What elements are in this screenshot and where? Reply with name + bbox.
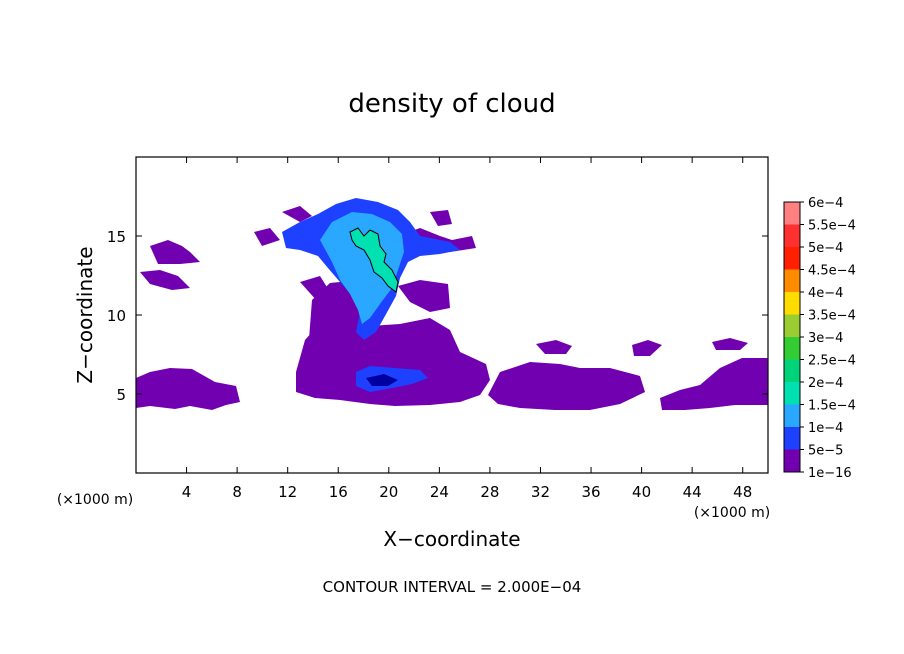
x-tick-label: 44	[683, 483, 702, 501]
x-tick-label: 12	[278, 483, 297, 501]
colorbar-label: 5.5e−4	[808, 219, 856, 234]
colorbar-label: 6e−4	[808, 196, 843, 211]
x-axis-label: X−coordinate	[383, 527, 520, 551]
x-tick-label: 28	[480, 483, 499, 501]
colorbar: 6e−4 5.5e−4 5e−4 4.5e−4 4e−4 3.5e−4 3e−4 2.5e−4…	[783, 196, 856, 481]
colorbar-swatch-base	[784, 449, 800, 472]
colorbar-label: 5e−4	[808, 241, 843, 256]
colorbar-label: 5e−5	[808, 444, 843, 459]
contour-2e-4	[349, 227, 399, 293]
colorbar-label: 3.5e−4	[808, 309, 856, 324]
colorbar-swatch	[784, 314, 800, 337]
x-axis-ticks: 4 8 12 16 20 24 28 32 36 40 44 48	[182, 157, 752, 501]
colorbar-label: 2.5e−4	[808, 354, 856, 369]
colorbar-swatch	[784, 224, 800, 247]
y-tick-label: 5	[116, 386, 126, 404]
colorbar-swatch	[784, 427, 800, 450]
x-tick-label: 48	[733, 483, 752, 501]
colorbar-label: 3e−4	[808, 331, 843, 346]
x-tick-label: 4	[182, 483, 192, 501]
plot-area	[136, 198, 768, 410]
colorbar-swatch	[784, 202, 800, 225]
colorbar-swatch	[784, 404, 800, 427]
z-unit-label: (×1000 m)	[57, 492, 133, 508]
x-tick-label: 16	[329, 483, 348, 501]
colorbar-swatch	[784, 269, 800, 292]
colorbar-swatch	[784, 292, 800, 315]
colorbar-swatch	[784, 359, 800, 382]
y-axis-ticks: 5 10 15	[107, 228, 768, 404]
colorbar-swatch	[784, 337, 800, 360]
contour-interval-note: CONTOUR INTERVAL = 2.000E−04	[323, 578, 582, 596]
y-tick-label: 15	[107, 228, 126, 246]
colorbar-label: 1e−4	[808, 421, 843, 436]
x-tick-label: 8	[232, 483, 242, 501]
x-unit-label: (×1000 m)	[694, 505, 770, 521]
y-axis-label: Z−coordinate	[73, 246, 97, 383]
cloud-field-core	[282, 198, 460, 392]
colorbar-label: 2e−4	[808, 376, 843, 391]
x-tick-label: 24	[430, 483, 449, 501]
x-tick-label: 40	[632, 483, 651, 501]
colorbar-label: 4.5e−4	[808, 264, 856, 279]
colorbar-swatch	[784, 382, 800, 405]
x-tick-label: 32	[531, 483, 550, 501]
colorbar-label: 1.5e−4	[808, 399, 856, 414]
colorbar-label: 1e−16	[808, 466, 852, 481]
x-tick-label: 36	[581, 483, 600, 501]
plot-frame	[135, 156, 769, 474]
cloud-field-low	[136, 206, 768, 410]
colorbar-label: 4e−4	[808, 286, 843, 301]
x-tick-label: 20	[379, 483, 398, 501]
chart-title: density of cloud	[348, 89, 555, 119]
y-tick-label: 10	[107, 307, 126, 325]
colorbar-swatch	[784, 247, 800, 270]
